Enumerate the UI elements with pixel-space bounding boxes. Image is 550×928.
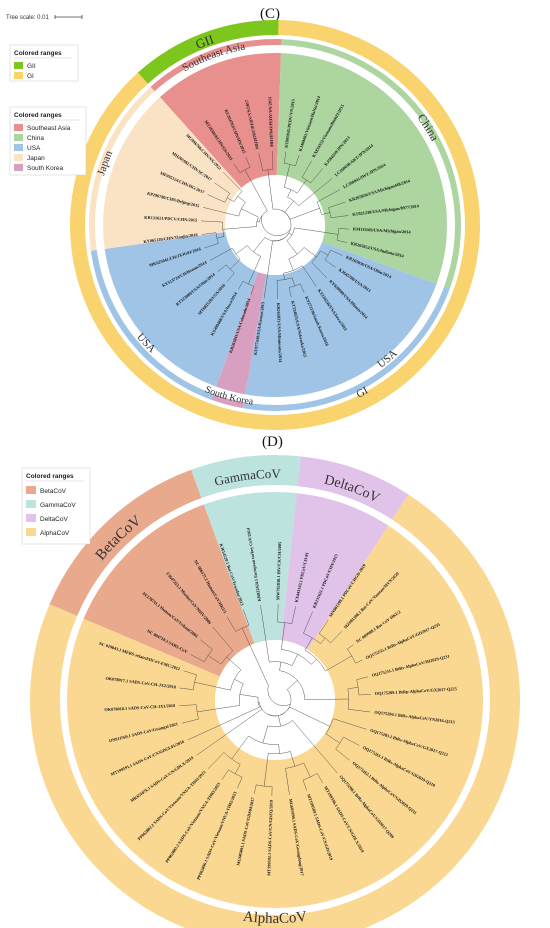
panel-c-tree-branches (201, 151, 349, 299)
panel-d-leaf-label: OQ175209.1 BtRp-AlphaCoV/GX2017-Q225 (375, 686, 457, 696)
legend-item-betacov: BetaCoV (40, 488, 67, 495)
panel-d-legend: Colored ranges BetaCoV GammaCoV DeltaCoV… (21, 467, 91, 545)
sector-deltacov (281, 493, 389, 650)
legend-swatch-gi (14, 72, 23, 79)
panel-d-leaf-label: MW792838.1 IBV/CK/CH/2005 (275, 542, 282, 600)
legend-item-china: China (27, 135, 44, 142)
sector-betacov (83, 504, 255, 677)
panel-d-tree-branches (179, 604, 371, 796)
panel-d-leaf-label: OK078018.1 SADS-CoV-CH-JX1/2018 (104, 703, 175, 712)
sector-gammacov (203, 492, 297, 644)
sector-south-korea (216, 271, 267, 395)
label-alphacov: AlphaCoV (242, 909, 308, 927)
legend-item-gii: GII (27, 63, 36, 70)
sector-usa-right-band (242, 286, 450, 412)
sector-southeast-asia (159, 53, 282, 188)
legend-item-southeast-asia: Southeast Asia (27, 125, 71, 132)
sector-usa-left (104, 231, 258, 387)
legend-title: Colored ranges (14, 50, 62, 57)
panel-d-leaf-label: MT199592.1 SADS-CoV/CN/GDZQ/2019 (266, 800, 273, 876)
sector-south-korea-band (211, 394, 244, 409)
sector-china (276, 53, 447, 284)
panel-c-leaf-label: KR131621/PDCV/CHN/2015 (144, 215, 197, 223)
panel-d-label: (D) (262, 434, 283, 450)
sector-japan-band (89, 86, 155, 251)
label-gii: GII (193, 31, 215, 52)
legend-title: Colored ranges (14, 112, 62, 119)
sector-southeast-asia-band (150, 39, 282, 92)
panel-c-leaf-label: MH187043/PEDV/VN/2013 (267, 97, 274, 148)
panel-c-legend-outer: Colored ranges GII GI (9, 44, 79, 82)
sector-gammacov-outer (191, 455, 301, 498)
panel-c-label: (C) (260, 6, 280, 22)
sector-japan (102, 97, 242, 249)
legend-item-gi: GI (27, 73, 34, 80)
legend-item-gammacov: GammaCoV (40, 502, 76, 509)
panel-c-leaf-label: KM111169/USA/Michigan/2014 (353, 226, 412, 234)
legend-item-japan: Japan (27, 155, 45, 162)
legend-swatch-gii (14, 62, 23, 69)
panel-c-leaf-label: KR265831/USA/Minnesota/2014 (276, 303, 283, 363)
label-gi: GI (354, 384, 370, 400)
panel-c-legend-inner: Colored ranges Southeast Asia China USA … (9, 106, 87, 176)
ring-gii (137, 19, 279, 84)
sector-deltacov-outer (297, 456, 409, 520)
sector-alphacov (66, 525, 483, 908)
tree-scale-label: Tree scale: 0.01 (6, 15, 49, 21)
legend-title: Colored ranges (26, 473, 74, 480)
legend-item-usa: USA (27, 145, 41, 152)
legend-item-alphacov: AlphaCoV (40, 530, 70, 537)
legend-item-deltacov: DeltaCoV (40, 516, 68, 523)
sector-betacov-outer (49, 469, 202, 616)
legend-item-south-korea: South Korea (27, 165, 64, 172)
